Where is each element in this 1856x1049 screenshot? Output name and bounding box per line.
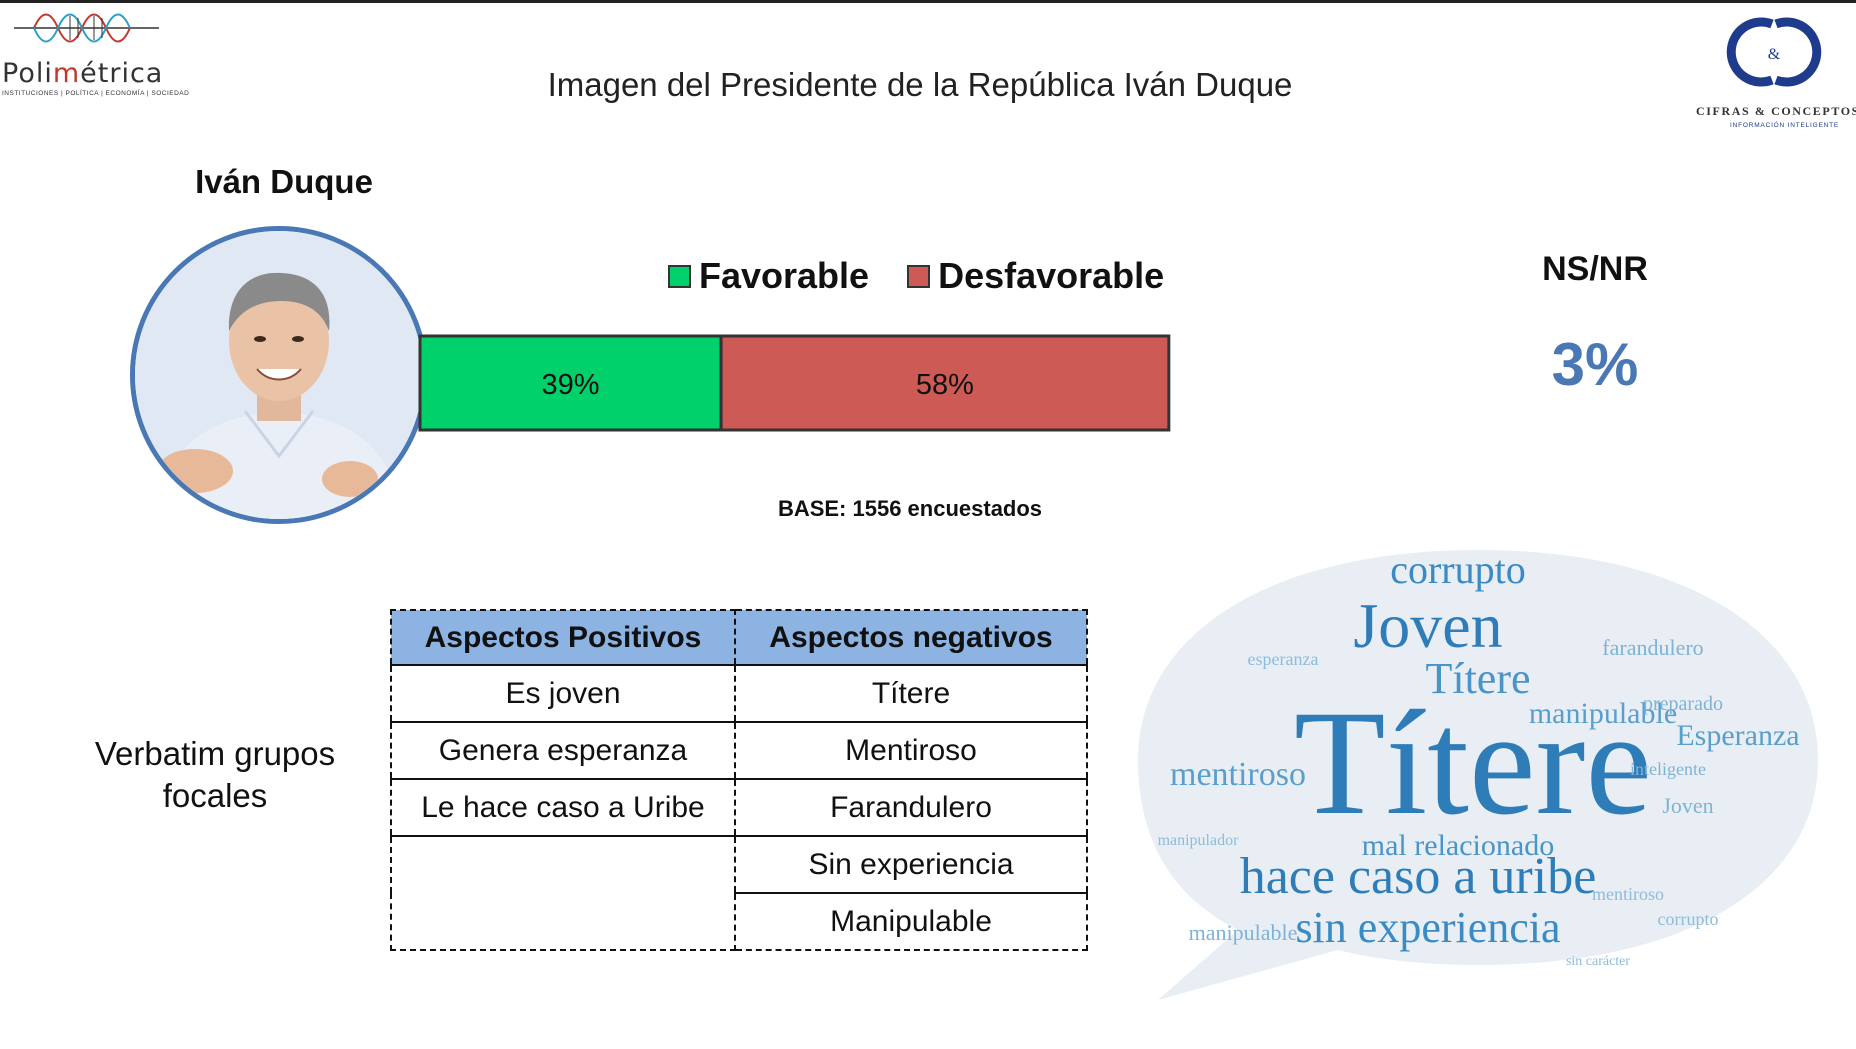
- bar-segment-favorable: [418, 334, 723, 432]
- cloud-word: esperanza: [1248, 649, 1319, 669]
- positive-empty-cell: [390, 835, 736, 951]
- portrait-illustration: [135, 231, 423, 519]
- table-row: Es joven Títere: [390, 664, 1088, 723]
- cloud-word: corrupto: [1390, 547, 1526, 592]
- cloud-word: inteligente: [1630, 759, 1706, 779]
- bar-segment-desfavorable: [719, 334, 1171, 432]
- aspects-table: Aspectos Positivos Aspectos negativos Es…: [390, 609, 1088, 951]
- negative-cell: Manipulable: [734, 892, 1088, 951]
- cc-monogram-icon: &: [1726, 17, 1822, 87]
- bar-label-desfavorable: 58%: [916, 369, 974, 401]
- positive-cell: Genera esperanza: [390, 721, 736, 780]
- cloud-word: preparado: [1643, 693, 1723, 715]
- cloud-word: Títere: [1425, 654, 1530, 703]
- polimetrica-wordmark: Polimétrica: [2, 58, 164, 89]
- base-note: BASE: 1556 encuestados: [777, 496, 1043, 521]
- table-row: Sin experiencia: [390, 835, 1088, 951]
- negative-cell: Farandulero: [734, 778, 1088, 837]
- table-row: Genera esperanza Mentiroso: [390, 721, 1088, 780]
- legend-swatch-favorable: [668, 264, 691, 288]
- legend-favorable: Favorable: [668, 255, 869, 297]
- president-portrait: [130, 226, 428, 524]
- positive-cell: Le hace caso a Uribe: [390, 778, 736, 837]
- cifras-conceptos-name: CIFRAS & CONCEPTOS: [1696, 104, 1856, 118]
- cloud-word: farandulero: [1602, 635, 1703, 660]
- chart-legend: Favorable Desfavorable: [668, 255, 1202, 297]
- cloud-word: corrupto: [1658, 909, 1719, 929]
- cloud-word: sin carácter: [1566, 954, 1630, 969]
- person-name: Iván Duque: [195, 163, 373, 200]
- page-title: Imagen del Presidente de la República Iv…: [547, 66, 1293, 103]
- polimetrica-logo: Polimétrica INSTITUCIONES | POLÍTICA | E…: [0, 6, 189, 98]
- cloud-word: Joven: [1353, 590, 1502, 661]
- header-positive: Aspectos Positivos: [390, 609, 736, 666]
- svg-text:&: &: [1768, 46, 1781, 63]
- cloud-word: sin experiencia: [1295, 903, 1560, 952]
- cloud-word: Joven: [1662, 793, 1713, 818]
- nsnr-label: NS/NR: [1542, 250, 1648, 288]
- cifras-conceptos-logo: & CIFRAS & CONCEPTOS INFORMACIÓN INTELIG…: [1690, 12, 1856, 132]
- cloud-word: mentiroso: [1170, 756, 1306, 793]
- verbatim-label: Verbatim grupos focales: [94, 735, 336, 814]
- negative-cell: Títere: [734, 664, 1088, 723]
- polimetrica-tagline: INSTITUCIONES | POLÍTICA | ECONOMÍA | SO…: [2, 90, 190, 97]
- cloud-word: manipulador: [1158, 832, 1240, 849]
- cloud-word: Títere: [1294, 680, 1652, 846]
- top-rule: [0, 0, 1856, 3]
- dna-wave-icon: [14, 13, 159, 43]
- approval-stacked-bar: 39% 58%: [418, 334, 1171, 432]
- cloud-word: mentiroso: [1592, 884, 1664, 904]
- speech-bubble-shape: [1138, 550, 1818, 1000]
- table-header-row: Aspectos Positivos Aspectos negativos: [390, 609, 1088, 666]
- cloud-word: hace caso a uribe: [1240, 848, 1597, 905]
- cifras-conceptos-subtitle: INFORMACIÓN INTELIGENTE: [1730, 122, 1840, 129]
- table-row: Le hace caso a Uribe Farandulero: [390, 778, 1088, 837]
- nsnr-value: 3%: [1551, 331, 1639, 398]
- legend-label-favorable: Favorable: [699, 255, 870, 296]
- positive-cell: Es joven: [390, 664, 736, 723]
- cloud-word: mal relacionado: [1362, 829, 1554, 862]
- legend-desfavorable: Desfavorable: [907, 255, 1164, 297]
- legend-label-desfavorable: Desfavorable: [938, 255, 1165, 296]
- header-negative: Aspectos negativos: [734, 609, 1088, 666]
- bar-label-favorable: 39%: [542, 369, 600, 401]
- cloud-word: Esperanza: [1676, 719, 1799, 752]
- negative-cell: Mentiroso: [734, 721, 1088, 780]
- cloud-word: manipulable: [1529, 697, 1677, 730]
- negative-cell: Sin experiencia: [734, 835, 1088, 894]
- legend-swatch-desfavorable: [907, 264, 931, 288]
- table-row: Manipulable: [391, 892, 1088, 951]
- cloud-word: manipulable: [1189, 920, 1298, 945]
